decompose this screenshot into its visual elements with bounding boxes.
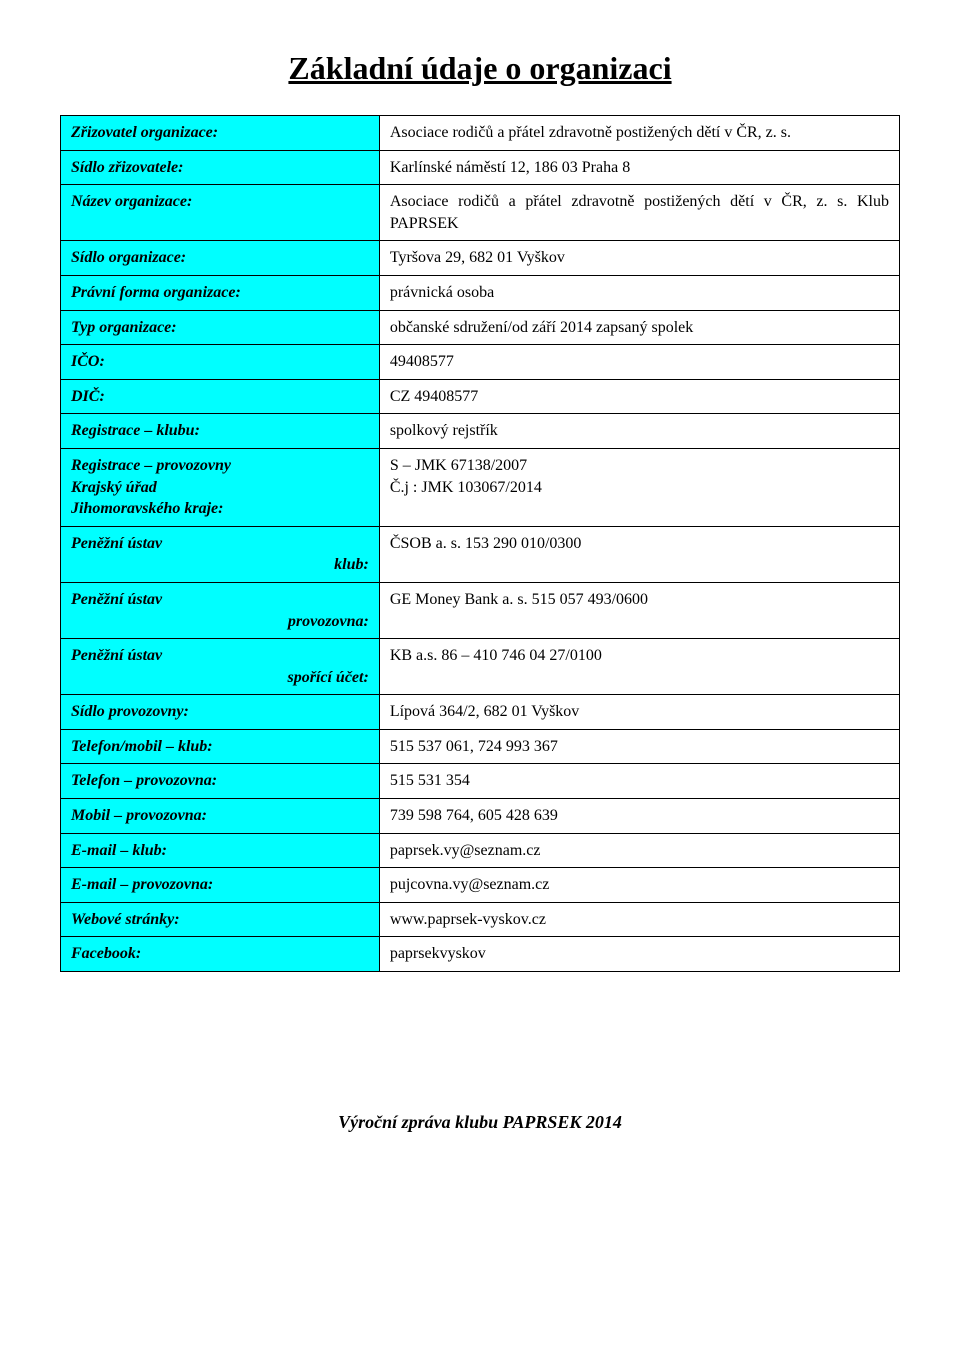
- row-label: Typ organizace:: [61, 310, 380, 345]
- table-row: Mobil – provozovna: 739 598 764, 605 428…: [61, 799, 900, 834]
- row-value: spolkový rejstřík: [379, 414, 899, 449]
- row-label: Facebook:: [61, 937, 380, 972]
- label-line: Peněžní ústav: [71, 591, 162, 608]
- row-label: Peněžní ústav provozovna:: [61, 582, 380, 638]
- label-line: Jihomoravského kraje:: [71, 500, 223, 517]
- row-label: E-mail – klub:: [61, 833, 380, 868]
- row-label: Registrace – provozovny Krajský úřad Jih…: [61, 448, 380, 526]
- row-label: Registrace – klubu:: [61, 414, 380, 449]
- row-label: Sídlo zřizovatele:: [61, 150, 380, 185]
- row-value: 49408577: [379, 345, 899, 380]
- row-value: ČSOB a. s. 153 290 010/0300: [379, 526, 899, 582]
- table-row: IČO: 49408577: [61, 345, 900, 380]
- row-value: 739 598 764, 605 428 639: [379, 799, 899, 834]
- label-sub-right: spořící účet:: [71, 667, 369, 689]
- table-row: Sídlo provozovny: Lípová 364/2, 682 01 V…: [61, 695, 900, 730]
- table-row-bank-sporici: Peněžní ústav spořící účet: KB a.s. 86 –…: [61, 639, 900, 695]
- row-label: Sídlo organizace:: [61, 241, 380, 276]
- row-value: právnická osoba: [379, 275, 899, 310]
- row-value: CZ 49408577: [379, 379, 899, 414]
- page-title: Základní údaje o organizaci: [60, 50, 900, 87]
- row-value: Asociace rodičů a přátel zdravotně posti…: [379, 116, 899, 151]
- row-value: Lípová 364/2, 682 01 Vyškov: [379, 695, 899, 730]
- label-sub-right: klub:: [71, 554, 369, 576]
- row-label: Webové stránky:: [61, 902, 380, 937]
- row-label: E-mail – provozovna:: [61, 868, 380, 903]
- row-value: www.paprsek-vyskov.cz: [379, 902, 899, 937]
- row-label: DIČ:: [61, 379, 380, 414]
- table-row: Zřizovatel organizace: Asociace rodičů a…: [61, 116, 900, 151]
- table-row: Telefon/mobil – klub: 515 537 061, 724 9…: [61, 729, 900, 764]
- row-label: Telefon – provozovna:: [61, 764, 380, 799]
- row-value: občanské sdružení/od září 2014 zapsaný s…: [379, 310, 899, 345]
- row-value: paprsekvyskov: [379, 937, 899, 972]
- row-label: Peněžní ústav klub:: [61, 526, 380, 582]
- label-line: Registrace – provozovny: [71, 457, 231, 474]
- row-value: S – JMK 67138/2007 Č.j : JMK 103067/2014: [379, 448, 899, 526]
- table-row: Facebook: paprsekvyskov: [61, 937, 900, 972]
- table-row-registrace-provozovny: Registrace – provozovny Krajský úřad Jih…: [61, 448, 900, 526]
- table-row: Telefon – provozovna: 515 531 354: [61, 764, 900, 799]
- value-line: Č.j : JMK 103067/2014: [390, 479, 542, 496]
- row-value: GE Money Bank a. s. 515 057 493/0600: [379, 582, 899, 638]
- table-row: Název organizace: Asociace rodičů a přát…: [61, 185, 900, 241]
- row-label: Peněžní ústav spořící účet:: [61, 639, 380, 695]
- row-label: Název organizace:: [61, 185, 380, 241]
- table-row: Webové stránky: www.paprsek-vyskov.cz: [61, 902, 900, 937]
- label-line: Peněžní ústav: [71, 647, 162, 664]
- row-value: Asociace rodičů a přátel zdravotně posti…: [379, 185, 899, 241]
- label-line: Krajský úřad: [71, 479, 157, 496]
- table-row: Typ organizace: občanské sdružení/od zář…: [61, 310, 900, 345]
- row-value: paprsek.vy@seznam.cz: [379, 833, 899, 868]
- table-row: E-mail – provozovna: pujcovna.vy@seznam.…: [61, 868, 900, 903]
- row-value: 515 537 061, 724 993 367: [379, 729, 899, 764]
- table-row: Registrace – klubu: spolkový rejstřík: [61, 414, 900, 449]
- row-label: Právní forma organizace:: [61, 275, 380, 310]
- table-row-bank-provozovna: Peněžní ústav provozovna: GE Money Bank …: [61, 582, 900, 638]
- value-line: S – JMK 67138/2007: [390, 457, 527, 474]
- row-label: Sídlo provozovny:: [61, 695, 380, 730]
- info-table: Zřizovatel organizace: Asociace rodičů a…: [60, 115, 900, 972]
- table-row-bank-klub: Peněžní ústav klub: ČSOB a. s. 153 290 0…: [61, 526, 900, 582]
- row-value: KB a.s. 86 – 410 746 04 27/0100: [379, 639, 899, 695]
- table-row: Sídlo zřizovatele: Karlínské náměstí 12,…: [61, 150, 900, 185]
- row-label: Zřizovatel organizace:: [61, 116, 380, 151]
- table-row: Právní forma organizace: právnická osoba: [61, 275, 900, 310]
- row-label: IČO:: [61, 345, 380, 380]
- row-value: pujcovna.vy@seznam.cz: [379, 868, 899, 903]
- row-value: 515 531 354: [379, 764, 899, 799]
- table-row: E-mail – klub: paprsek.vy@seznam.cz: [61, 833, 900, 868]
- table-row: DIČ: CZ 49408577: [61, 379, 900, 414]
- row-label: Mobil – provozovna:: [61, 799, 380, 834]
- label-sub-right: provozovna:: [71, 611, 369, 633]
- page-footer: Výroční zpráva klubu PAPRSEK 2014: [60, 1112, 900, 1133]
- label-line: Peněžní ústav: [71, 535, 162, 552]
- row-value: Karlínské náměstí 12, 186 03 Praha 8: [379, 150, 899, 185]
- row-label: Telefon/mobil – klub:: [61, 729, 380, 764]
- row-value: Tyršova 29, 682 01 Vyškov: [379, 241, 899, 276]
- table-row: Sídlo organizace: Tyršova 29, 682 01 Vyš…: [61, 241, 900, 276]
